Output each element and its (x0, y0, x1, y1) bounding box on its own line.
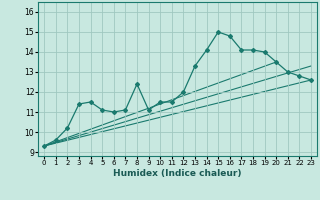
X-axis label: Humidex (Indice chaleur): Humidex (Indice chaleur) (113, 169, 242, 178)
